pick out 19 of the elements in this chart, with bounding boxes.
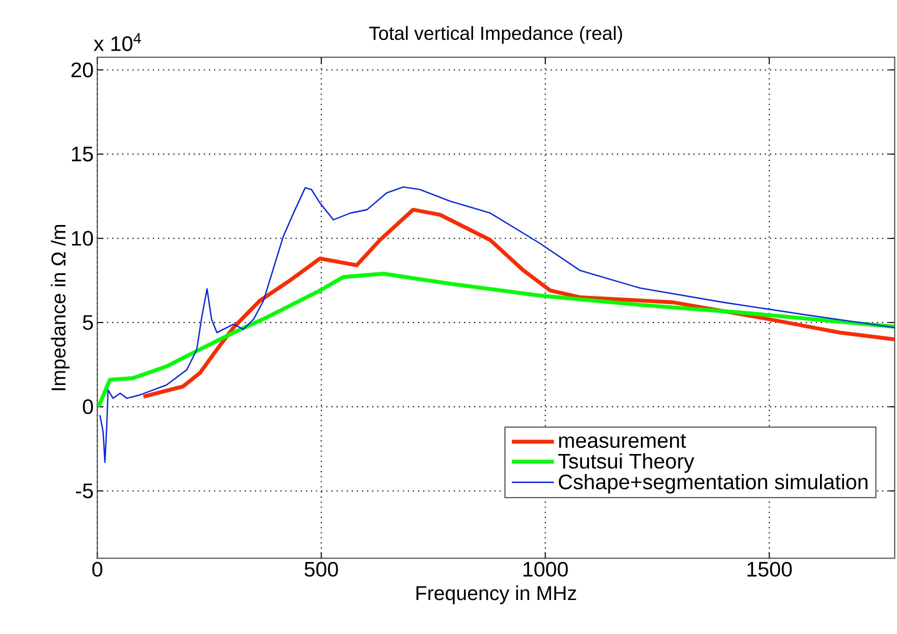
legend-label: Tsutsui Theory [558, 453, 694, 473]
legend-label: Cshape+segmentation simulation [558, 474, 868, 494]
y-tick-label: -5 [76, 484, 93, 498]
y-tick-label: 5 [82, 315, 93, 330]
x-tick-label: 1000 [524, 562, 568, 577]
line-series [142, 208, 895, 399]
legend-label: measurement [559, 434, 686, 448]
y-tick-label: 10 [72, 230, 93, 246]
line-series [97, 272, 895, 409]
x-tick-label: 1500 [748, 562, 792, 577]
y-tick-label: 15 [72, 146, 93, 162]
x-axis-title: Frequency in MHz [416, 586, 576, 604]
text: x 10$^{4}$ [94, 33, 141, 52]
x-tick-label: 500 [304, 562, 338, 577]
y-tick-label: 20 [71, 62, 93, 78]
y-axis-title: Impedance in Ω /m [50, 224, 70, 390]
y-tick-label: 0 [82, 399, 93, 414]
chart-title: Total vertical Impedance (real) [369, 26, 622, 44]
x-tick-label: 0 [92, 562, 102, 577]
